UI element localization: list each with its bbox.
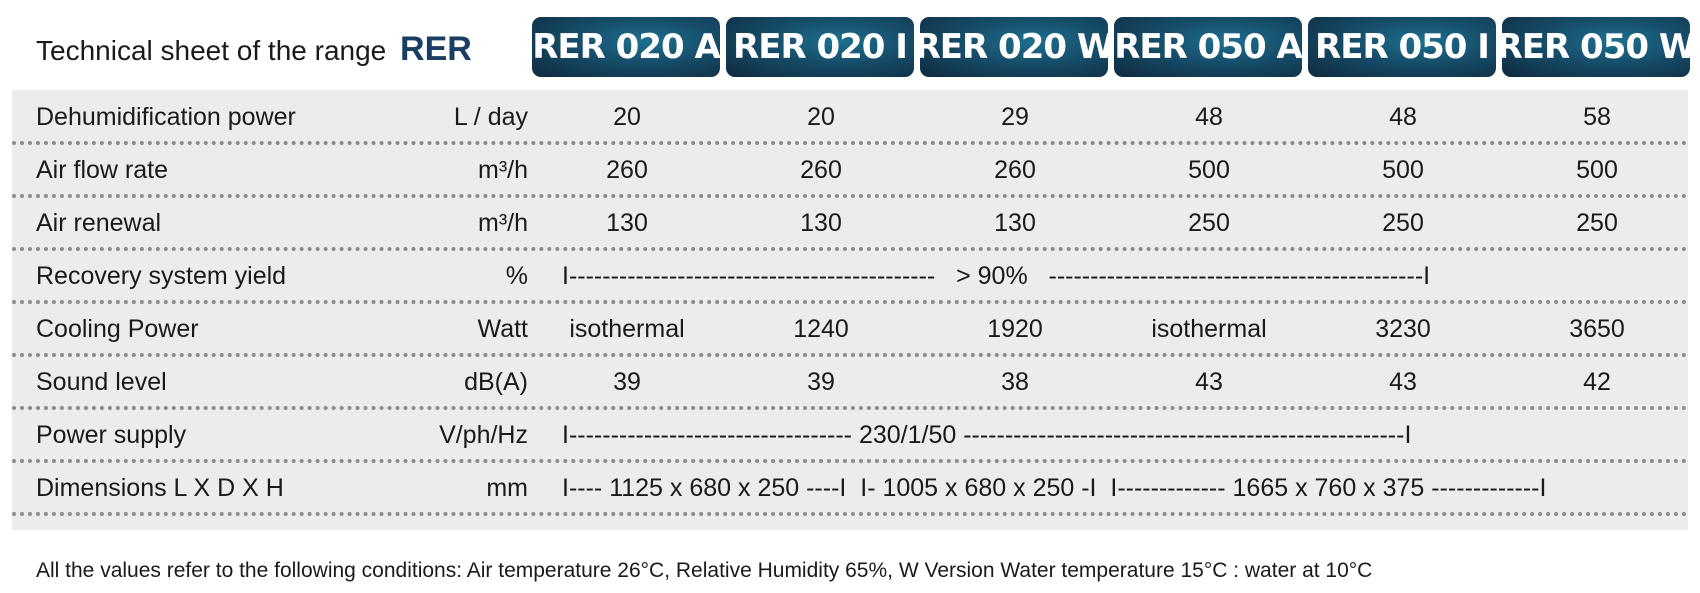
table-cell: 38 [1001,368,1029,396]
table-cell: 39 [807,368,835,396]
row-unit: m³/h [478,209,528,237]
footnote: All the values refer to the following co… [36,559,1373,582]
table-span-cell: I---------------------------------------… [562,262,1431,290]
table-cell: 500 [1576,156,1618,184]
row-unit: Watt [477,315,528,343]
table-cell: 130 [606,209,648,237]
table-row: Recovery system yield % I---------------… [12,251,1688,304]
table-row: Sound level dB(A) 39 39 38 43 43 42 [12,357,1688,410]
row-unit: V/ph/Hz [439,421,528,449]
table-cell: 48 [1195,103,1223,131]
spec-table-background [12,90,1688,530]
model-header-rer-050-w: RER 050 W [1497,17,1696,77]
row-label: Power supply [36,421,187,449]
table-cell: 3230 [1375,315,1431,343]
table-cell: 260 [800,156,842,184]
table-row: Dehumidification power L / day 20 20 29 … [12,92,1688,145]
row-unit: L / day [453,103,528,131]
title-brand: RER [400,30,472,68]
table-cell: 29 [1001,103,1029,131]
table-cell: 3650 [1569,315,1625,343]
row-unit: mm [486,474,528,502]
row-unit: % [505,262,528,290]
table-cell: 20 [807,103,835,131]
table-span-cell: I---------------------------------- 230/… [562,421,1412,449]
table-cell: 39 [613,368,641,396]
table-cell: 250 [1382,209,1424,237]
table-cell: 43 [1389,368,1417,396]
table-row: Air renewal m³/h 130 130 130 250 250 250 [12,198,1688,251]
table-row: Dimensions L X D X H mm I---- 1125 x 680… [12,463,1688,516]
table-span-cell: I---- 1125 x 680 x 250 ----I I- 1005 x 6… [562,474,1547,502]
row-label: Air flow rate [36,156,168,184]
table-row: Power supply V/ph/Hz I------------------… [12,410,1688,463]
model-header-rer-050-i: RER 050 I [1308,17,1496,77]
table-row: Cooling Power Watt isothermal 1240 1920 … [12,304,1688,357]
row-label: Sound level [36,368,167,396]
table-cell: 500 [1382,156,1424,184]
table-cell: 20 [613,103,641,131]
model-header-rer-050-a: RER 050 A [1114,17,1303,77]
table-cell: 1240 [793,315,849,343]
table-cell: isothermal [1151,315,1267,343]
row-label: Air renewal [36,209,162,237]
row-label: Dimensions L X D X H [36,474,284,502]
row-unit: dB(A) [464,368,528,396]
table-cell: isothermal [569,315,685,343]
table-row: Air flow rate m³/h 260 260 260 500 500 5… [12,145,1688,198]
table-cell: 250 [1188,209,1230,237]
table-cell: 1920 [987,315,1043,343]
table-cell: 250 [1576,209,1618,237]
model-header-rer-020-w: RER 020 W [915,17,1114,77]
table-cell: 42 [1583,368,1611,396]
table-cell: 43 [1195,368,1223,396]
table-cell: 130 [994,209,1036,237]
row-label: Recovery system yield [36,262,287,290]
model-header-rer-020-a: RER 020 A [532,17,721,77]
page-title: Technical sheet of the range RER [36,30,472,69]
table-cell: 48 [1389,103,1417,131]
table-cell: 58 [1583,103,1611,131]
table-cell: 500 [1188,156,1230,184]
title-prefix: Technical sheet of the range [36,35,387,66]
row-label: Cooling Power [36,315,199,343]
table-cell: 130 [800,209,842,237]
table-cell: 260 [994,156,1036,184]
model-header-rer-020-i: RER 020 I [726,17,914,77]
row-unit: m³/h [478,156,528,184]
row-label: Dehumidification power [36,103,296,131]
table-cell: 260 [606,156,648,184]
